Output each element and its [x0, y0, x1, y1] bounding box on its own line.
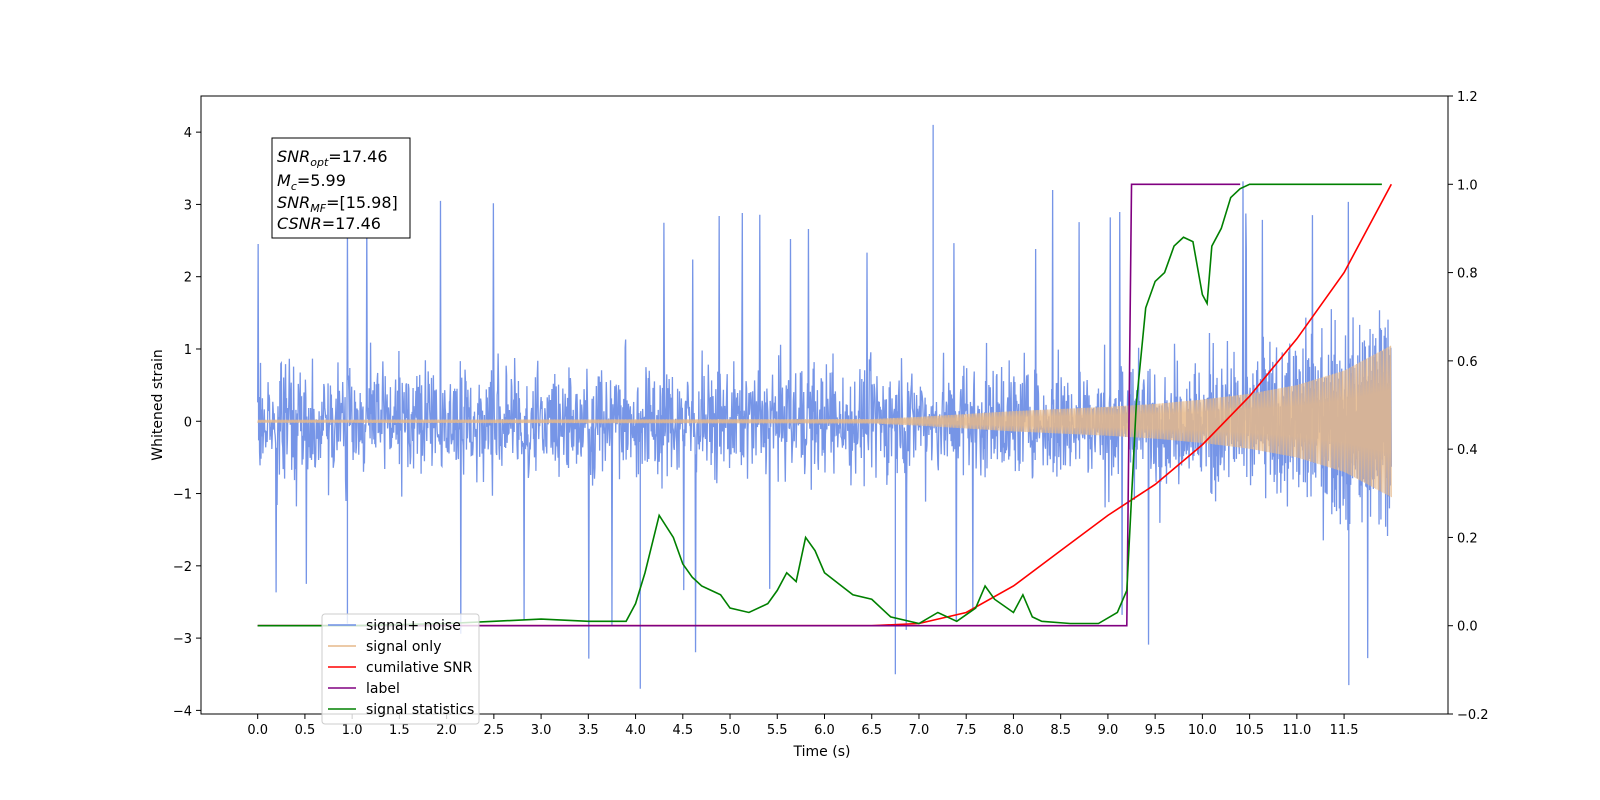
y-axis-label: Whitened strain: [150, 349, 166, 460]
x-tick-label: 4.0: [625, 723, 646, 738]
legend-item-cumulative-snr: cumilative SNR: [366, 660, 473, 676]
signal-statistics-line: [257, 183, 1382, 627]
x-tick-label: 2.5: [484, 723, 505, 738]
x-tick-label: 1.0: [342, 723, 363, 738]
x-tick-label: 3.5: [578, 723, 599, 738]
annotation-mc: Mc=5.99: [277, 171, 346, 193]
annotation-frame: [271, 137, 411, 239]
x-tick-label: 4.5: [672, 723, 693, 738]
legend-item-signal-only: signal only: [366, 639, 441, 655]
y2-tick-label: 0.2: [1457, 531, 1478, 546]
signal-only-line: [257, 345, 1392, 498]
annotation-snr-opt: SNRopt=17.46: [277, 147, 388, 169]
annotation-mc-value: =5.99: [297, 171, 346, 190]
y2-axis-ticks: 1.2 1.0 0.8 0.6 0.4 0.2 0.0 −0.2: [1448, 90, 1489, 723]
y-tick-label: 4: [184, 126, 192, 141]
signal-noise-series: [257, 124, 1392, 689]
legend-item-label: label: [366, 681, 400, 697]
x-tick-label: 6.0: [814, 723, 835, 738]
y-tick-label: −1: [173, 488, 192, 503]
x-tick-label: 1.5: [389, 723, 410, 738]
x-axis-label: Time (s): [793, 744, 851, 760]
y2-tick-label: 0.6: [1457, 355, 1478, 370]
y-axis-ticks: 4 3 2 1 0 −1 −2 −3 −4: [173, 126, 201, 719]
annotation-csnr-value: =17.46: [322, 214, 381, 233]
x-tick-label: 10.0: [1188, 723, 1217, 738]
annotation-csnr: CSNR=17.46: [277, 214, 381, 233]
x-tick-label: 10.5: [1235, 723, 1264, 738]
y-tick-label: −2: [173, 560, 192, 575]
annotation-snr-opt-value: =17.46: [328, 147, 387, 166]
y2-tick-label: 0.8: [1457, 267, 1478, 282]
right-axis-series: [257, 183, 1393, 627]
y-tick-label: 3: [184, 198, 192, 213]
x-tick-label: 0.0: [247, 723, 268, 738]
x-tick-label: 3.0: [531, 723, 552, 738]
x-tick-label: 7.0: [909, 723, 930, 738]
x-tick-label: 6.5: [861, 723, 882, 738]
y-tick-label: 2: [184, 271, 192, 286]
annotation-snr-mf-value: =[15.98]: [326, 193, 398, 212]
x-tick-label: 11.5: [1330, 723, 1359, 738]
y-tick-label: 0: [184, 415, 192, 430]
y-tick-label: −3: [173, 632, 192, 647]
y2-tick-label: 0.4: [1457, 443, 1478, 458]
plot-area: [257, 124, 1393, 689]
y-tick-label: −4: [173, 704, 192, 719]
x-tick-label: 5.5: [767, 723, 788, 738]
y-tick-label: 1: [184, 343, 192, 358]
x-tick-label: 8.0: [1003, 723, 1024, 738]
signal-only-series: [257, 345, 1392, 498]
y2-tick-label: −0.2: [1457, 708, 1489, 723]
legend-frame: [321, 613, 480, 725]
x-tick-label: 9.5: [1145, 723, 1166, 738]
x-tick-label: 0.5: [295, 723, 316, 738]
legend-item-signal-statistics: signal statistics: [366, 702, 474, 718]
x-tick-label: 11.0: [1282, 723, 1311, 738]
x-tick-label: 7.5: [956, 723, 977, 738]
y2-tick-label: 1.0: [1457, 178, 1478, 193]
y2-tick-label: 1.2: [1457, 90, 1478, 105]
legend-item-signal-noise: signal+ noise: [366, 618, 461, 634]
signal-noise-line: [257, 124, 1392, 689]
legend: signal+ noise signal only cumilative SNR la…: [321, 613, 480, 725]
y2-tick-label: 0.0: [1457, 620, 1478, 635]
x-tick-label: 9.0: [1098, 723, 1119, 738]
annotation-snr-mf: SNRMF=[15.98]: [277, 193, 398, 215]
label-line: [257, 183, 1241, 627]
x-tick-label: 5.0: [720, 723, 741, 738]
annotation-box: SNRopt=17.46 Mc=5.99 SNRMF=[15.98] CSNR=…: [271, 137, 411, 239]
x-tick-label: 2.0: [436, 723, 457, 738]
x-axis-ticks: 0.0 0.5 1.0 1.5 2.0 2.5 3.0 3.5 4.0 4.5 5.0 5.5 6.0 6…: [247, 714, 1359, 738]
x-tick-label: 8.5: [1050, 723, 1071, 738]
